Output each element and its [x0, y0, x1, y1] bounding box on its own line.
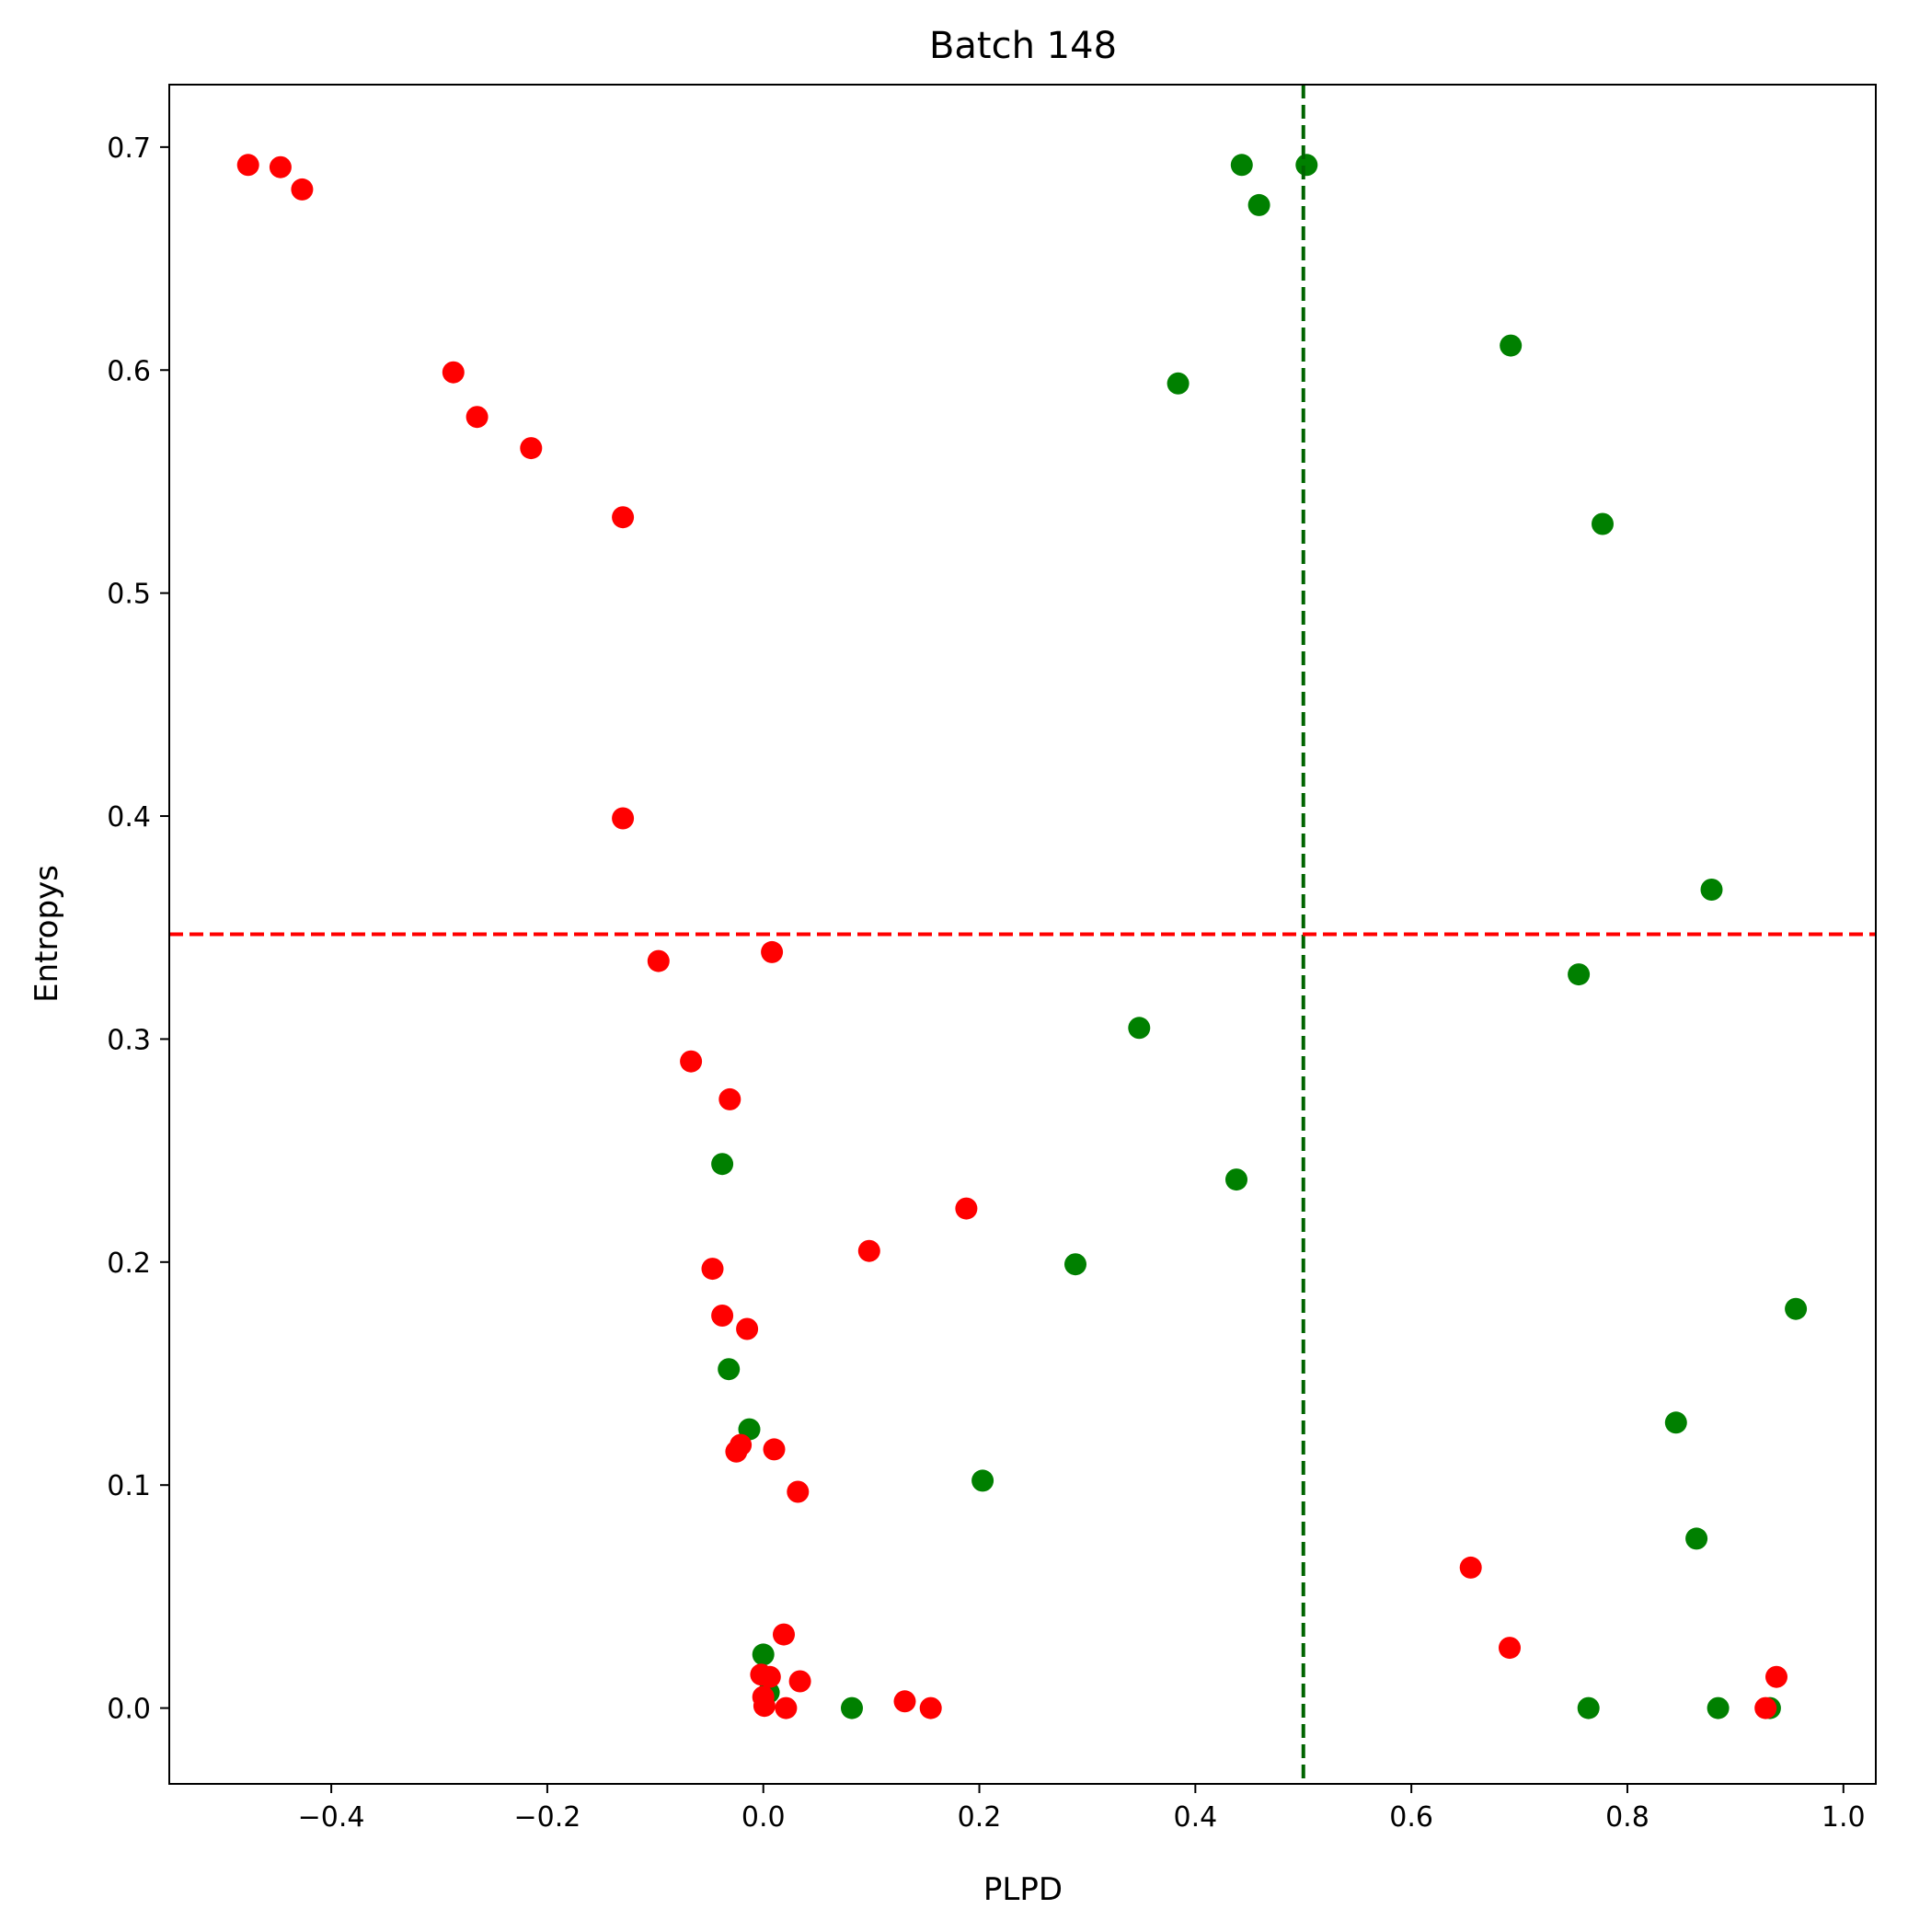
scatter-point	[269, 155, 292, 178]
scatter-point	[725, 1440, 748, 1463]
scatter-point	[1577, 1696, 1600, 1719]
scatter-point	[718, 1358, 741, 1381]
scatter-point	[718, 1087, 741, 1110]
scatter-point	[775, 1696, 798, 1719]
scatter-point	[758, 1665, 781, 1688]
x-tick-label: −0.2	[513, 1801, 580, 1834]
y-tick-label: 0.5	[107, 579, 151, 611]
x-axis-label: PLPD	[983, 1871, 1063, 1908]
scatter-point	[236, 154, 259, 177]
y-tick-label: 0.6	[107, 355, 151, 387]
scatter-point	[711, 1153, 734, 1176]
scatter-point	[1754, 1696, 1777, 1719]
scatter-point	[971, 1469, 994, 1492]
scatter-point	[1167, 372, 1190, 395]
scatter-point	[711, 1305, 734, 1327]
scatter-point	[841, 1696, 863, 1719]
y-tick-label: 0.2	[107, 1248, 151, 1280]
scatter-point	[520, 437, 543, 460]
scatter-point	[1568, 963, 1591, 986]
scatter-point	[612, 506, 635, 529]
scatter-point	[1247, 193, 1270, 216]
scatter-point	[1499, 1637, 1521, 1660]
x-tick-label: −0.4	[298, 1801, 365, 1834]
points-layer	[236, 154, 1808, 1719]
scatter-point	[893, 1690, 916, 1713]
scatter-point	[763, 1438, 786, 1461]
scatter-point	[1592, 512, 1614, 535]
x-tick-label: 0.0	[741, 1801, 786, 1834]
scatter-point	[442, 361, 465, 384]
scatter-point	[1230, 154, 1253, 177]
y-axis-label: Entropys	[29, 865, 65, 1003]
scatter-point	[1664, 1411, 1687, 1434]
scatter-point	[612, 807, 635, 830]
scatter-point	[1700, 879, 1723, 901]
y-tick-label: 0.1	[107, 1470, 151, 1502]
scatter-point	[701, 1258, 724, 1281]
scatter-point	[736, 1317, 759, 1340]
scatter-point	[919, 1696, 942, 1719]
scatter-point	[1128, 1017, 1151, 1040]
x-tick-label: 1.0	[1822, 1801, 1866, 1834]
plot-frame	[168, 84, 1877, 1785]
scatter-point	[1500, 334, 1523, 357]
scatter-point	[1685, 1527, 1708, 1550]
scatter-point	[680, 1050, 703, 1073]
scatter-point	[1765, 1665, 1787, 1688]
scatter-point	[466, 406, 488, 429]
chart-title: Batch 148	[929, 25, 1117, 67]
y-tick-label: 0.0	[107, 1694, 151, 1726]
scatter-point	[788, 1670, 811, 1693]
y-tick-label: 0.3	[107, 1024, 151, 1056]
x-tick-label: 0.4	[1173, 1801, 1217, 1834]
scatter-point	[857, 1239, 880, 1262]
scatter-point	[773, 1623, 795, 1646]
scatter-point	[753, 1695, 776, 1718]
y-tick-label: 0.7	[107, 132, 151, 165]
x-axis-ticks: −0.4 −0.2 0.0 0.2 0.4 0.6 0.8 1.0	[298, 1784, 1866, 1834]
y-tick-label: 0.4	[107, 801, 151, 834]
y-axis-ticks: 0.0 0.1 0.2 0.3 0.4 0.5 0.6 0.7	[107, 132, 169, 1726]
reference-lines	[169, 85, 1876, 1784]
scatter-point	[647, 949, 670, 972]
scatter-point	[1707, 1696, 1730, 1719]
scatter-point	[1064, 1253, 1086, 1276]
x-tick-label: 0.6	[1389, 1801, 1433, 1834]
x-tick-label: 0.8	[1605, 1801, 1649, 1834]
scatter-point	[291, 178, 314, 201]
scatter-point	[955, 1197, 978, 1220]
scatter-point	[761, 940, 784, 963]
scatter-point	[1225, 1168, 1247, 1191]
scatter-point	[1459, 1556, 1482, 1579]
scatter-point	[752, 1643, 775, 1666]
scatter-point	[1295, 154, 1318, 177]
scatter-point	[1785, 1297, 1808, 1320]
scatter-point	[787, 1480, 810, 1503]
x-tick-label: 0.2	[958, 1801, 1002, 1834]
